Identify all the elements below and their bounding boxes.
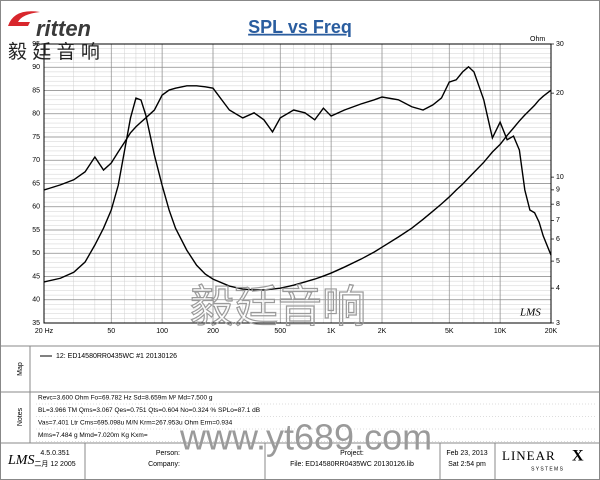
note-line: BL=3.966 TM Qms=3.067 Qes=0.751 Qts=0.60… [38,407,260,414]
footer-date: Feb 23, 2013 [446,450,487,457]
footer-brand-x: X [572,448,584,465]
note-line: Mms=7.484 g Mmd=7.020m Kg Kxm= [38,432,148,439]
y2-tick-label: 9 [556,187,560,194]
legend-entry: 12: ED14580RR0435WC #1 20130126 [56,353,177,360]
y-tick-label: 70 [32,157,40,164]
x-tick-label: 200 [207,328,219,335]
note-line: Revc=3.600 Ohm Fo=69.782 Hz Sd=8.659m M²… [38,395,213,402]
logo-mark [8,11,40,26]
y2-tick-label: 10 [556,174,564,181]
y-tick-label: 75 [32,134,40,141]
y-tick-label: 80 [32,111,40,118]
y-tick-label: 90 [32,64,40,71]
footer-person: Person: [156,450,180,457]
y-tick-label: 65 [32,180,40,187]
footer-company: Company: [148,461,180,468]
y-tick-label: 50 [32,250,40,257]
plot-border [43,43,552,324]
panel-label: Notes [17,407,24,426]
x-tick-label: 20 Hz [35,328,54,335]
x-tick-label: 2K [378,328,387,335]
footer-file: File: ED14580RR0435WC 20130126.lib [290,461,414,468]
footer-build: 二月 12 2005 [34,460,75,468]
watermark-cn: 毅廷音响 [190,282,366,333]
y-tick-label: 60 [32,204,40,211]
watermark-url: www.yt689.com [179,417,432,458]
x-tick-label: 50 [107,328,115,335]
x-tick-label: 1K [327,328,336,335]
y2-tick-label: 3 [556,320,560,327]
y2-tick-label: 5 [556,258,560,265]
y-tick-label: 85 [32,87,40,94]
y2-unit: Ohm [530,36,545,43]
x-tick-label: 10K [494,328,507,335]
chart-annotation: LMS [519,307,541,319]
logo-text: ritten [36,16,91,41]
footer-software: LMS [7,453,34,468]
x-tick-label: 500 [274,328,286,335]
series-line [43,89,552,291]
y2-tick-label: 20 [556,90,564,97]
note-line: Vas=7.401 Ltr Cms=695.098u M/N Krm=267.9… [38,420,233,427]
logo-cn: 毅 廷 音 响 [8,41,100,63]
plot: 20 Hz 50 100 200 500 1K 2K 5K 10K 20K354045505560… [32,41,564,335]
notes: Revc=3.600 Ohm Fo=69.782 Hz Sd=8.659m M²… [36,395,595,442]
y2-tick-label: 30 [556,41,564,48]
y-tick-label: 55 [32,227,40,234]
y2-tick-label: 7 [556,217,560,224]
y-tick-label: 95 [32,41,40,48]
x-tick-label: 20K [545,328,558,335]
x-tick-label: 5K [445,328,454,335]
footer-project: Project: [340,450,364,457]
footer-brand: LINEAR [502,448,556,463]
y-tick-label: 45 [32,273,40,280]
chart-title: SPL vs Freq [248,17,352,37]
y2-tick-label: 6 [556,236,560,243]
y2-tick-label: 4 [556,285,560,292]
series-line [43,65,552,256]
y-tick-label: 40 [32,297,40,304]
footer-version: 4.5.0.351 [40,450,69,457]
footer-time: Sat 2:54 pm [448,461,486,468]
panel-label: Map [17,362,24,376]
footer-brand-sub: S Y S T E M S [531,466,564,472]
y-tick-label: 35 [32,320,40,327]
y2-tick-label: 8 [556,201,560,208]
x-tick-label: 100 [156,328,168,335]
